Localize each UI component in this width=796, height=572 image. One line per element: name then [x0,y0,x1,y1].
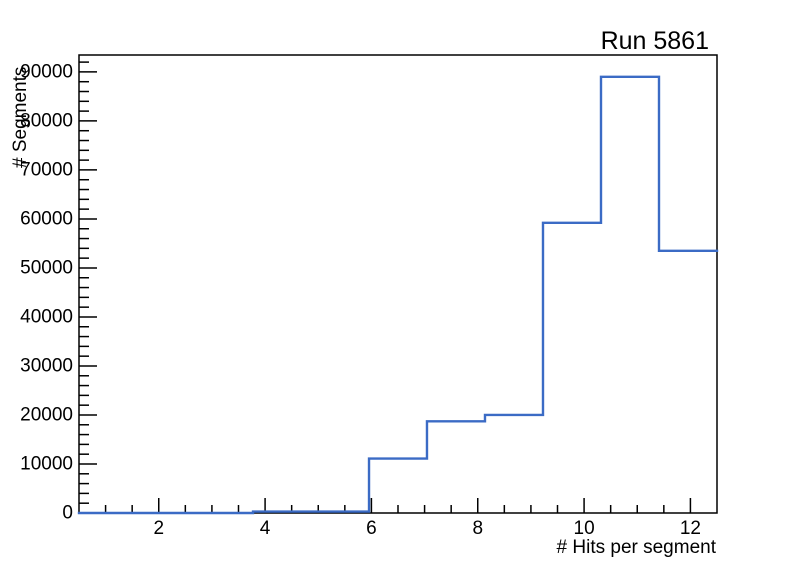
x-tick-label: 12 [680,518,701,539]
y-tick-label: 10000 [20,453,73,474]
y-tick-label: 0 [62,503,73,524]
plot-frame [78,54,718,514]
tick-labels: 2 4 6 8 10 12 0 10000 20000 30000 40000 50000 60000 7… [20,61,701,539]
y-tick-label: 40000 [20,306,73,327]
y-tick-label: 80000 [20,110,73,131]
x-axis-title: # Hits per segment [557,537,717,558]
plot-frame-group [78,54,718,514]
axis-ticks [79,61,692,514]
y-tick-label: 50000 [20,257,73,278]
histogram-line [77,75,719,515]
y-tick-label: 20000 [20,404,73,425]
x-tick-label: 8 [472,518,483,539]
x-tick-label: 2 [153,518,164,539]
x-tick-label: 10 [574,518,595,539]
x-tick-label: 4 [260,518,271,539]
y-tick-label: 70000 [20,159,73,180]
y-tick-label: 60000 [20,208,73,229]
y-tick-label: 30000 [20,355,73,376]
y-axis-title: # Segments [10,67,31,168]
y-tick-label: 90000 [20,61,73,82]
x-tick-label: 6 [366,518,377,539]
chart-title: Run 5861 [601,27,709,55]
